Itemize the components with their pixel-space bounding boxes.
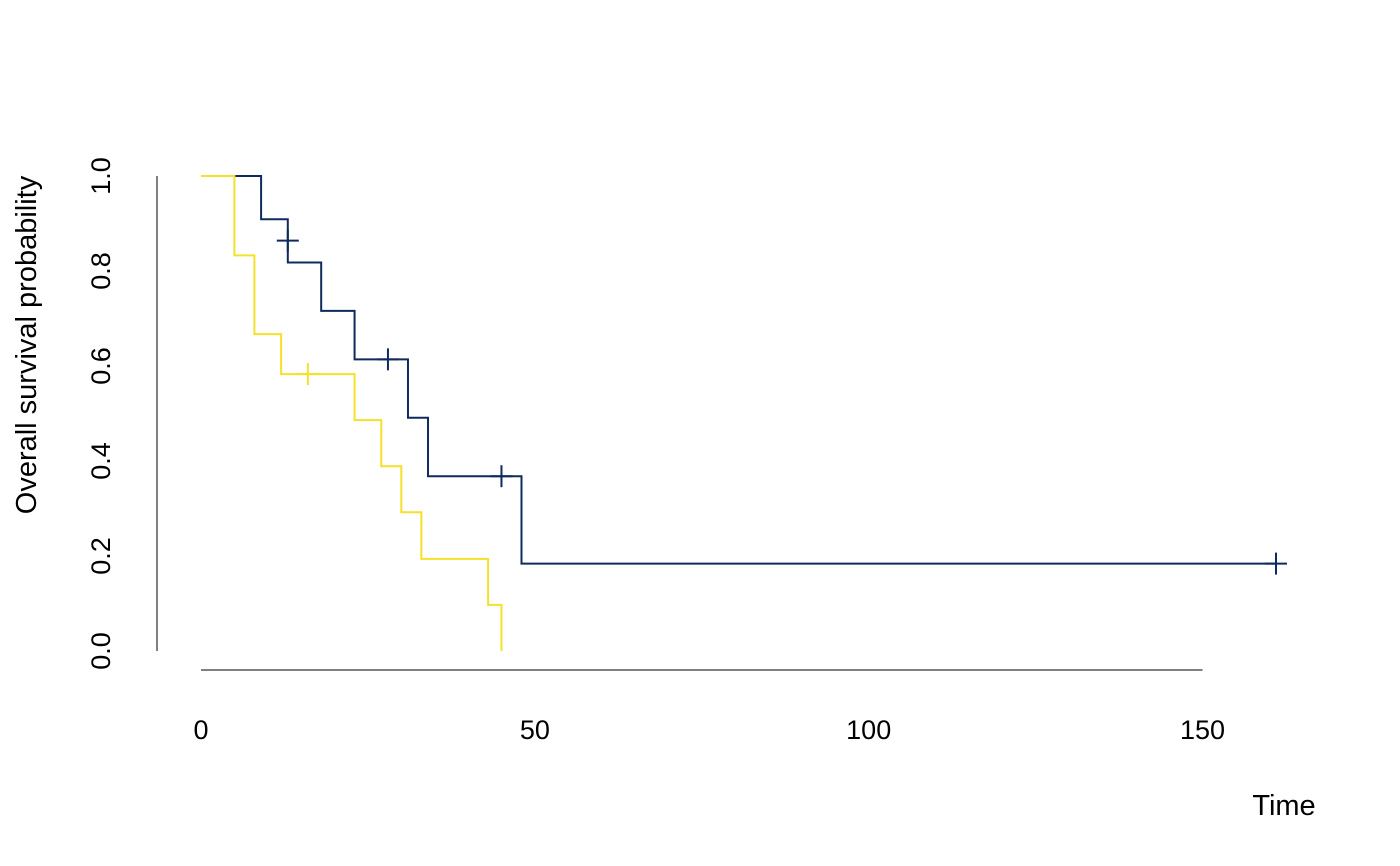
censor-mark: [1264, 552, 1287, 575]
y-tick-labels: 0.0 0.2 0.4 0.6 0.8 1.0: [86, 157, 116, 670]
y-tick-label: 0.0: [86, 632, 116, 670]
series-group-2: [201, 175, 503, 651]
axes: [156, 176, 1203, 671]
y-tick-label: 0.8: [86, 252, 116, 290]
censor-mark: [490, 465, 513, 488]
x-axis-title: Time: [1252, 790, 1315, 822]
x-tick-labels: 0 50 100 150: [193, 715, 1225, 745]
survival-curve-group-2: [201, 175, 503, 651]
censor-mark: [376, 348, 399, 371]
x-tick-label: 0: [193, 715, 208, 745]
y-axis-title: Overall survival probability: [11, 175, 43, 514]
y-tick-label: 1.0: [86, 157, 116, 195]
survival-curve-group-1: [201, 175, 1276, 565]
y-tick-label: 0.2: [86, 537, 116, 575]
x-tick-label: 100: [846, 715, 891, 745]
y-tick-label: 0.4: [86, 442, 116, 480]
y-tick-label: 0.6: [86, 347, 116, 385]
series-group-1: [201, 175, 1287, 575]
series-lines: [201, 175, 1287, 651]
x-tick-label: 150: [1180, 715, 1225, 745]
censor-mark: [276, 229, 299, 252]
x-tick-label: 50: [520, 715, 550, 745]
censor-mark: [296, 363, 319, 386]
